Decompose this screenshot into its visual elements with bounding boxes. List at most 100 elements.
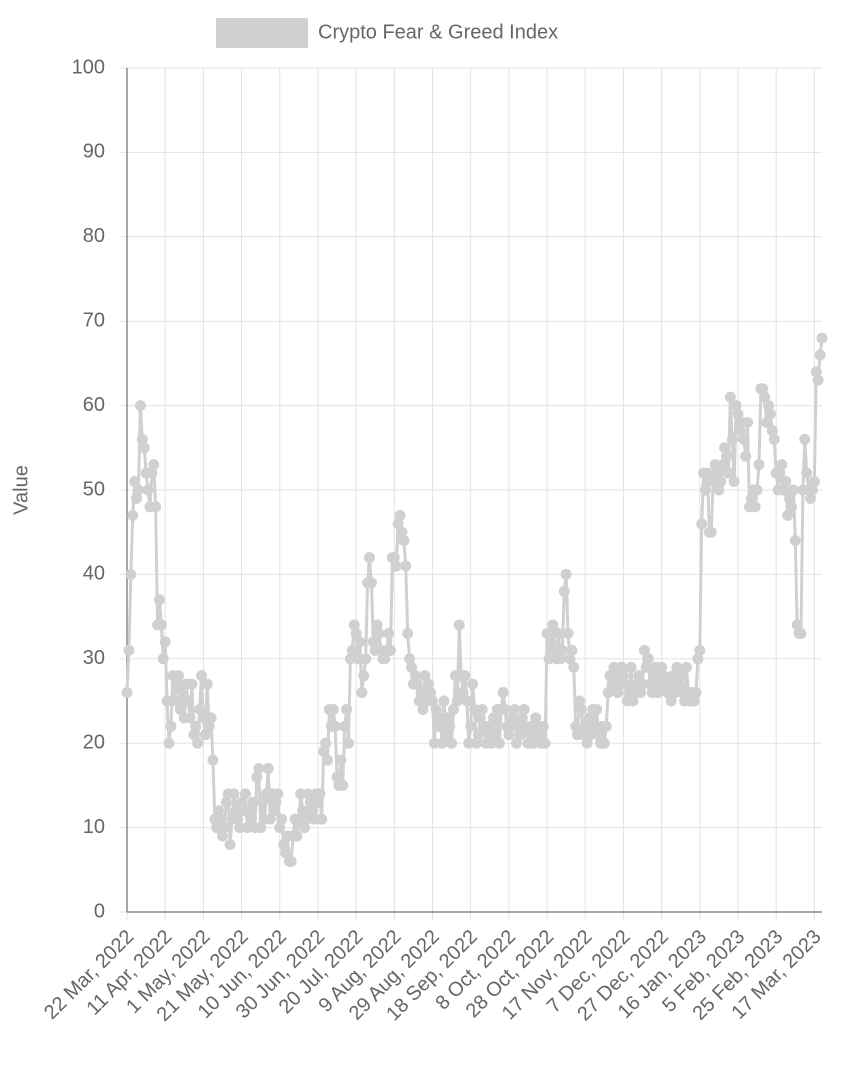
data-point <box>784 492 796 504</box>
data-point <box>518 703 530 715</box>
data-point <box>184 712 196 724</box>
data-point <box>585 729 597 741</box>
data-point <box>581 737 593 749</box>
data-point <box>383 627 395 639</box>
y-tick-label: 100 <box>72 56 105 78</box>
data-point <box>593 729 605 741</box>
data-point <box>190 720 202 732</box>
data-point <box>692 653 704 665</box>
data-point <box>505 720 517 732</box>
data-point <box>300 813 312 825</box>
data-point <box>713 484 725 496</box>
data-point <box>207 754 219 766</box>
data-point <box>293 813 305 825</box>
data-point <box>602 687 614 699</box>
data-point <box>566 644 578 656</box>
data-point <box>241 822 253 834</box>
data-point <box>589 720 601 732</box>
data-point <box>211 822 223 834</box>
data-point <box>776 459 788 471</box>
data-point <box>360 653 372 665</box>
data-point <box>384 644 396 656</box>
data-point <box>321 754 333 766</box>
y-tick-label: 30 <box>83 647 105 669</box>
data-point <box>617 670 629 682</box>
data-point <box>150 501 162 513</box>
data-point <box>795 627 807 639</box>
data-point <box>161 695 173 707</box>
data-point <box>652 687 664 699</box>
data-point <box>810 366 822 378</box>
data-point <box>194 703 206 715</box>
data-point <box>562 627 574 639</box>
data-point <box>218 822 230 834</box>
data-point <box>125 568 137 580</box>
data-point <box>342 737 354 749</box>
data-point <box>640 661 652 673</box>
data-point <box>331 771 343 783</box>
data-point <box>203 720 215 732</box>
data-point <box>318 746 330 758</box>
data-point <box>392 518 404 530</box>
data-point <box>278 838 290 850</box>
data-point <box>524 729 536 741</box>
data-point <box>533 729 545 741</box>
data-point <box>757 383 769 395</box>
series-line <box>125 337 824 863</box>
data-point <box>469 703 480 715</box>
data-point <box>608 661 620 673</box>
data-point <box>472 729 484 741</box>
data-point <box>165 720 177 732</box>
data-point <box>459 670 471 682</box>
data-point <box>694 644 706 656</box>
data-point <box>675 670 687 682</box>
data-point <box>766 425 778 437</box>
data-point <box>554 653 566 665</box>
data-point <box>446 737 458 749</box>
data-point <box>356 687 368 699</box>
data-point <box>665 695 677 707</box>
data-point <box>719 442 731 454</box>
data-point <box>738 433 750 445</box>
data-point <box>327 703 339 715</box>
data-point <box>297 805 309 817</box>
data-point <box>514 729 526 741</box>
data-point <box>530 712 542 724</box>
data-point <box>512 720 524 732</box>
data-point <box>367 636 379 648</box>
data-point <box>335 754 347 766</box>
data-point <box>329 720 341 732</box>
data-point <box>188 729 200 741</box>
data-point <box>255 822 267 834</box>
data-point <box>791 619 803 631</box>
legend-label: Crypto Fear & Greed Index <box>318 21 558 43</box>
data-point <box>215 813 227 825</box>
data-point <box>417 703 429 715</box>
data-point <box>285 855 297 867</box>
data-point <box>425 687 437 699</box>
data-point <box>768 433 780 445</box>
data-point <box>402 627 414 639</box>
data-point <box>186 678 198 690</box>
data-point <box>575 703 587 715</box>
data-point <box>121 687 133 699</box>
data-point <box>673 678 685 690</box>
data-point <box>251 771 263 783</box>
data-point <box>627 695 639 707</box>
data-point <box>205 712 217 724</box>
data-point <box>413 695 425 707</box>
data-point <box>709 459 721 471</box>
data-point <box>157 653 169 665</box>
data-point <box>132 484 144 496</box>
data-point <box>276 813 288 825</box>
data-point <box>663 678 675 690</box>
data-point <box>426 695 438 707</box>
data-point <box>363 552 375 564</box>
data-point <box>806 484 818 496</box>
data-point <box>404 653 416 665</box>
data-point <box>749 501 761 513</box>
data-point <box>482 720 494 732</box>
data-point <box>648 670 660 682</box>
data-point <box>463 737 475 749</box>
